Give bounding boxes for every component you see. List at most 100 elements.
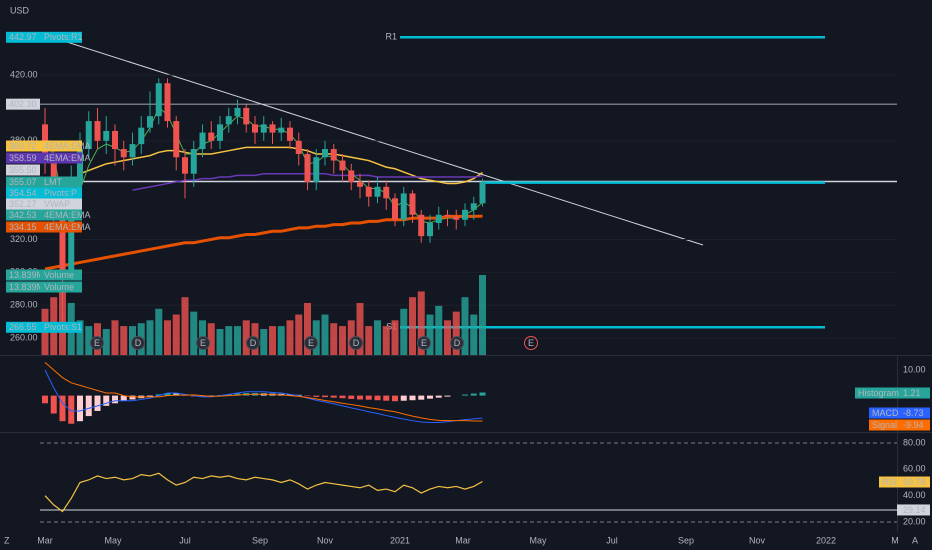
- histogram-bar: [348, 395, 355, 399]
- pivot-label: S1: [386, 322, 397, 332]
- candle-body: [479, 181, 486, 204]
- volume-bar: [190, 311, 198, 355]
- event-label: E: [421, 338, 427, 348]
- volume-bar: [76, 320, 84, 355]
- trend-line: [44, 34, 704, 246]
- volume-bar: [435, 305, 443, 355]
- price-label-value: 342.53: [9, 210, 37, 220]
- candle-body: [365, 186, 372, 197]
- volume-bar: [365, 326, 373, 355]
- event-marker: [90, 336, 104, 350]
- candle-body: [85, 121, 92, 150]
- candle-body: [260, 124, 267, 133]
- candle-body: [190, 149, 197, 174]
- price-label-name: Volume: [44, 282, 74, 292]
- price-label-name-box: [40, 187, 82, 199]
- price-label-value: 355.50: [9, 165, 37, 175]
- indicator-label-value: 29.14: [903, 505, 926, 515]
- volume-bar: [452, 311, 460, 355]
- event-marker: [196, 336, 210, 350]
- indicator-label-name: Histogram: [858, 388, 899, 398]
- candle-body: [278, 127, 285, 133]
- candle-body: [252, 124, 258, 133]
- event-label: D: [353, 338, 360, 348]
- ema-line: [44, 214, 483, 271]
- price-label-value: 360.72: [9, 141, 37, 151]
- volume-bar: [330, 323, 338, 355]
- y2-tick-label: 60.00: [903, 464, 926, 474]
- histogram-bar: [479, 392, 486, 396]
- volume-bar: [207, 323, 215, 355]
- macd-line: [44, 361, 483, 422]
- event-label: E: [200, 338, 206, 348]
- candle-body: [103, 130, 110, 141]
- x-tick-label: Nov: [317, 535, 334, 545]
- volume-bar: [277, 326, 285, 355]
- volume-bar: [426, 314, 434, 355]
- volume-bar: [181, 297, 189, 355]
- candle-body: [357, 181, 363, 187]
- histogram-bar: [287, 394, 293, 396]
- y-tick-label: 260.00: [10, 332, 38, 342]
- volume-bar: [444, 320, 451, 355]
- price-label-value: 13.839M: [9, 270, 44, 280]
- candle-body: [138, 127, 145, 145]
- x-tick-label: M: [891, 535, 899, 545]
- volume-bar: [356, 302, 364, 355]
- volume-bar: [400, 308, 408, 355]
- candle-body: [164, 83, 171, 122]
- price-label-box: [6, 176, 40, 188]
- candle-body: [217, 124, 223, 141]
- volume-bar: [382, 326, 390, 355]
- volume-bar: [242, 320, 250, 355]
- histogram-bar: [339, 395, 346, 399]
- candle-body: [295, 140, 302, 154]
- price-label-name-box: [40, 140, 82, 152]
- indicator-label-name: RSI: [882, 477, 897, 487]
- histogram-bar: [77, 395, 83, 422]
- histogram-bar: [374, 395, 381, 401]
- volume-bar: [111, 320, 119, 355]
- y-tick-label: 380.00: [10, 135, 38, 145]
- price-label-name-box: [40, 31, 82, 43]
- candle-body: [147, 116, 153, 128]
- candle-body: [462, 209, 468, 220]
- volume-bar: [417, 291, 425, 355]
- volume-bar: [470, 314, 478, 355]
- price-label-name: Pivots:P: [44, 188, 77, 198]
- candle-body: [94, 121, 101, 141]
- price-label-box: [6, 321, 40, 333]
- indicator-label-value: 1.21: [903, 388, 921, 398]
- candle-body: [348, 170, 355, 182]
- histogram-bar: [50, 395, 57, 414]
- price-label-box: [6, 164, 40, 176]
- histogram-bar: [155, 394, 162, 396]
- candle-body: [208, 132, 215, 141]
- candle-body: [330, 149, 337, 161]
- price-label-box: [6, 221, 40, 233]
- candle-body: [409, 193, 416, 215]
- histogram-bar: [208, 395, 215, 397]
- price-label-name-box: [40, 321, 82, 333]
- volume-bar: [321, 314, 329, 355]
- histogram-bar: [462, 394, 468, 396]
- x-tick-label: Mar: [455, 535, 471, 545]
- histogram-bar: [365, 395, 372, 400]
- volume-bar: [85, 326, 93, 355]
- candle-body: [374, 186, 381, 197]
- icon-a: A: [912, 535, 918, 545]
- histogram-bar: [129, 395, 136, 400]
- price-label-box: [6, 281, 40, 293]
- candle-body: [470, 203, 477, 210]
- candle-body: [418, 214, 425, 237]
- candle-body: [59, 206, 66, 273]
- x-tick-label: May: [529, 535, 547, 545]
- event-marker: [450, 336, 464, 350]
- event-label: E: [94, 338, 100, 348]
- x-tick-label: 2021: [390, 535, 410, 545]
- candle-body: [77, 149, 83, 182]
- candle-body: [313, 157, 320, 182]
- y2-tick-label: 80.00: [903, 437, 926, 447]
- price-label-box: [6, 140, 40, 152]
- price-label-value: 355.07: [9, 177, 37, 187]
